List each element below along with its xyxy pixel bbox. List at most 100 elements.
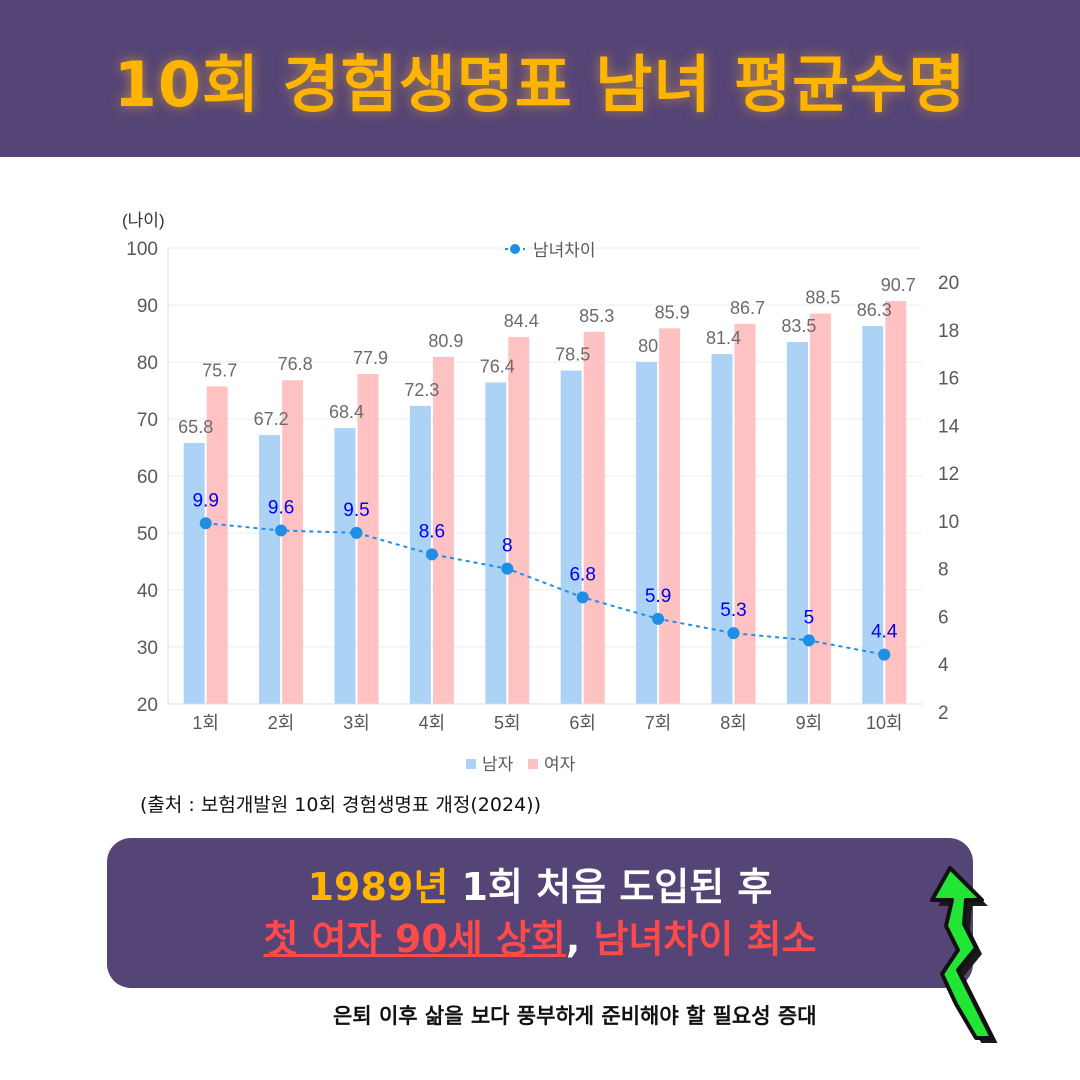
bar-female [734,323,756,704]
header-banner: 10회 경험생명표 남녀 평균수명 [0,0,1080,157]
gap-point [576,591,589,604]
gap-data-label: 5 [804,607,815,628]
data-label-female: 88.5 [805,288,840,308]
gap-point [878,648,891,661]
bar-female [432,356,454,704]
bar-male [409,405,431,704]
data-label-male: 83.5 [781,316,816,336]
callout-line-1: 1989년 1회 처음 도입된 후 [308,861,773,913]
gap-data-label: 5.3 [720,600,746,621]
y-tick-label: 90 [137,296,158,317]
x-tick-label: 1회 [192,713,219,733]
gap-data-label: 9.5 [343,500,369,521]
callout-highlight-gap: 남녀차이 최소 [580,917,817,961]
bar-male [711,354,733,704]
data-label-male: 78.5 [555,345,590,365]
callout-highlight-female: 첫 여자 90세 상회 [263,917,566,961]
data-label-male: 86.3 [857,300,892,320]
bar-male [183,442,205,704]
data-label-female: 85.9 [655,302,690,322]
bar-male [862,326,884,704]
gap-point [802,634,815,647]
bar-female [809,313,831,704]
callout-comma: , [565,917,581,961]
data-label-female: 84.4 [504,311,539,331]
bar-female [885,301,907,704]
x-tick-label: 5회 [494,713,521,733]
data-label-female: 76.8 [278,354,313,374]
zigzag-up-arrow-icon [930,866,998,1043]
bar-male [560,370,582,704]
gap-data-label: 5.9 [645,586,671,607]
gap-data-label: 4.4 [871,622,898,643]
y-tick-label: 40 [137,581,158,602]
data-label-male: 65.8 [178,417,213,437]
x-tick-label: 2회 [268,713,295,733]
x-tick-label: 3회 [343,713,370,733]
source-citation: (출처 : 보험개발원 10회 경험생명표 개정(2024)) [140,794,541,816]
gap-point [727,627,740,640]
x-tick-label: 10회 [866,713,903,733]
legend-swatch-female [528,759,538,769]
data-label-male: 81.4 [706,328,741,348]
y-tick-label: 20 [137,695,158,716]
y-tick-label: 60 [137,467,158,488]
footnote: 은퇴 이후 삶을 보다 풍부하게 준비해야 할 필요성 증대 [333,1004,817,1028]
y2-tick-label: 4 [938,655,949,676]
gap-point [199,517,212,530]
x-tick-label: 6회 [569,713,596,733]
data-label-female: 90.7 [881,275,916,295]
y-tick-label: 30 [137,638,158,659]
life-expectancy-chart: 65.875.767.276.868.477.972.380.976.484.4… [122,211,960,774]
data-label-male: 72.3 [404,380,439,400]
data-label-male: 68.4 [329,402,364,422]
x-tick-label: 4회 [419,713,446,733]
y2-tick-label: 14 [938,416,960,437]
gap-point [425,548,438,561]
data-label-male: 67.2 [254,409,289,429]
y2-tick-label: 16 [938,369,959,390]
legend-label-male: 남자 [482,755,514,774]
gap-point [350,526,363,539]
bar-male [334,428,356,704]
bar-male [485,382,507,704]
y2-tick-label: 2 [938,703,949,724]
data-label-female: 75.7 [202,361,237,381]
gap-line [205,522,885,656]
y2-tick-label: 8 [938,560,949,581]
bar-male [786,342,808,704]
legend-label-gap: 남녀차이 [533,241,596,260]
gap-data-label: 8 [502,536,513,557]
y2-tick-label: 12 [938,464,959,485]
callout-line1-text: 1회 처음 도입된 후 [448,865,773,909]
y-tick-label: 70 [137,410,158,431]
legend-swatch-male [466,759,476,769]
gap-data-label: 9.9 [192,490,218,511]
data-label-male: 80 [638,336,658,356]
y-tick-label: 80 [137,353,158,374]
bar-female [357,373,379,704]
y2-tick-label: 20 [938,273,959,294]
gap-data-label: 9.6 [268,497,294,518]
bar-female [206,386,228,704]
legend-line-dot [510,244,520,254]
data-label-male: 76.4 [480,357,515,377]
callout-line-2: 첫 여자 90세 상회, 남녀차이 최소 [263,913,816,965]
bar-female [659,328,681,704]
data-label-female: 86.7 [730,298,765,318]
callout-year: 1989년 [307,865,449,909]
x-tick-label: 7회 [645,713,672,733]
data-label-female: 80.9 [428,331,463,351]
y-axis-title: (나이) [122,211,165,230]
gap-data-label: 8.6 [419,521,445,542]
data-label-female: 77.9 [353,348,388,368]
bar-female [508,336,530,704]
y-tick-label: 50 [137,524,158,545]
gap-data-label: 6.8 [569,564,595,585]
bar-male [259,434,281,704]
data-label-female: 85.3 [579,306,614,326]
gap-point [501,562,514,575]
y2-tick-label: 18 [938,321,959,342]
gap-point [275,524,288,537]
bar-male [636,362,658,704]
